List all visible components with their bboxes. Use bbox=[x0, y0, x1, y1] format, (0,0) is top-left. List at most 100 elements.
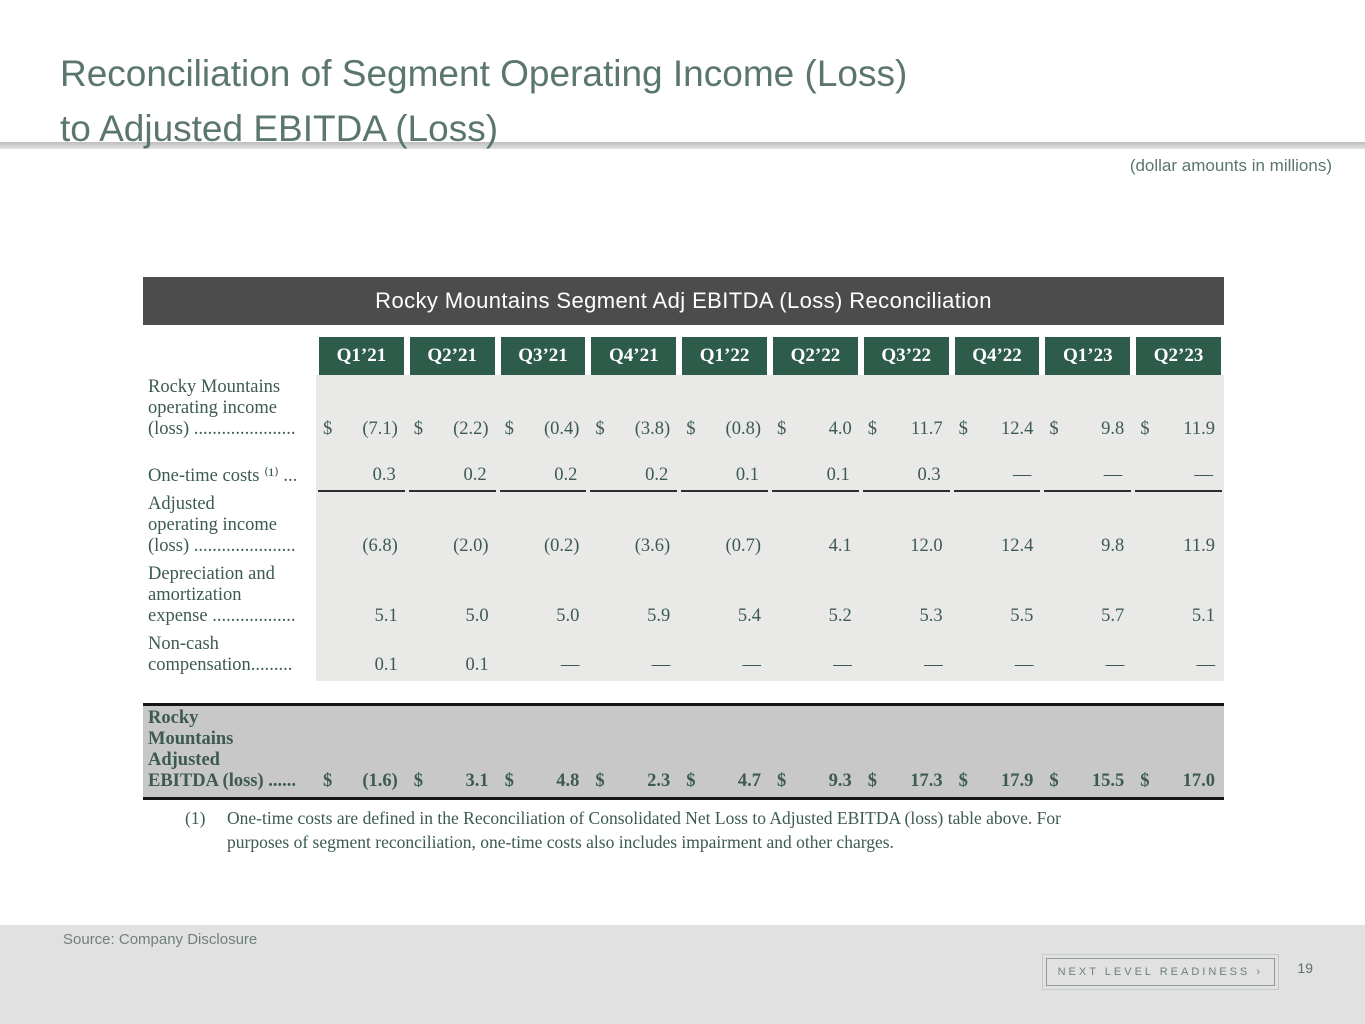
cell-value: $ (3.8) bbox=[595, 419, 671, 439]
column-header: Q4’21 bbox=[591, 337, 677, 375]
column-header: Q1’22 bbox=[682, 337, 767, 375]
cell-value: 5.0 bbox=[556, 606, 580, 626]
cell-value: — bbox=[1135, 465, 1222, 492]
dollar-sign: $ bbox=[1049, 419, 1059, 439]
dollar-sign: $ bbox=[777, 419, 787, 439]
cell-value: 4.1 bbox=[828, 536, 852, 556]
column-header: Q4’22 bbox=[954, 337, 1040, 375]
row-label: Non-cash compensation......... bbox=[148, 634, 293, 675]
cell-value: 0.2 bbox=[590, 465, 678, 492]
cell-value: $17.9 bbox=[958, 771, 1034, 791]
row-label: Depreciation and amortization expense ....… bbox=[148, 564, 296, 626]
footnote-marker: (1) bbox=[185, 808, 206, 828]
cell-value: 5.3 bbox=[919, 606, 943, 626]
dollar-sign: $ bbox=[1140, 771, 1150, 791]
cell-value: $ (0.8) bbox=[686, 419, 761, 439]
cell-value: (0.2) bbox=[543, 536, 580, 556]
dollar-sign: $ bbox=[504, 419, 514, 439]
dollar-sign: $ bbox=[323, 419, 333, 439]
dollar-sign: $ bbox=[958, 419, 968, 439]
cell-value: 5.1 bbox=[1191, 606, 1215, 626]
row-label: Adjusted operating income (loss) .........… bbox=[148, 494, 296, 556]
dollar-sign: $ bbox=[1140, 419, 1150, 439]
cell-value: — bbox=[1196, 655, 1216, 675]
table-row: Rocky Mountains operating income (loss) ..… bbox=[143, 375, 1224, 445]
column-header: Q3’22 bbox=[863, 337, 949, 375]
cell-value: 0.1 bbox=[465, 655, 489, 675]
cell-value: (2.0) bbox=[453, 536, 489, 556]
cell-value: $11.7 bbox=[867, 419, 943, 439]
dollar-sign: $ bbox=[686, 419, 696, 439]
cell-value: — bbox=[560, 655, 580, 675]
dollar-sign: $ bbox=[1049, 771, 1059, 791]
cell-value: — bbox=[833, 655, 852, 675]
cell-value: $12.4 bbox=[958, 419, 1034, 439]
cell-value: 12.0 bbox=[910, 536, 943, 556]
cell-value: 5.0 bbox=[465, 606, 489, 626]
dollar-sign: $ bbox=[595, 771, 605, 791]
column-header: Q2’23 bbox=[1136, 337, 1221, 375]
cell-value: $ (2.2) bbox=[413, 419, 489, 439]
dollar-sign: $ bbox=[686, 771, 696, 791]
cell-value: $11.9 bbox=[1140, 419, 1215, 439]
table-row: One-time costs ⁽¹⁾ ... 0.3 0.2 0.2 0.2 0.1 0.1… bbox=[143, 445, 1224, 492]
cell-value: (3.6) bbox=[634, 536, 671, 556]
dollar-sign: $ bbox=[595, 419, 605, 439]
source-note: Source: Company Disclosure bbox=[63, 931, 258, 948]
cell-value: 0.1 bbox=[772, 465, 859, 492]
dollar-sign: $ bbox=[867, 771, 878, 791]
row-label: Rocky Mountains Adjusted EBITDA (loss) ....… bbox=[148, 708, 297, 791]
column-header: Q1’23 bbox=[1045, 337, 1131, 375]
row-label: Rocky Mountains operating income (loss) ..… bbox=[148, 377, 296, 439]
dollar-sign: $ bbox=[777, 771, 787, 791]
column-header: Q3’21 bbox=[500, 337, 586, 375]
cell-value: $9.3 bbox=[777, 771, 852, 791]
column-header-row: Q1’21 Q2’21 Q3’21 Q4’21 Q1’22 Q2’22 Q3’22 Q4’22… bbox=[143, 337, 1224, 375]
cell-value: (6.8) bbox=[362, 536, 398, 556]
reconciliation-table: Rocky Mountains Segment Adj EBITDA (Loss… bbox=[143, 277, 1224, 854]
cell-value: — bbox=[1105, 655, 1125, 675]
page-title-line1: Reconciliation of Segment Operating Inco… bbox=[60, 53, 908, 94]
cell-value: $ (1.6) bbox=[323, 771, 398, 791]
cell-value: 0.1 bbox=[374, 655, 398, 675]
cell-value: 12.4 bbox=[1001, 536, 1034, 556]
units-note: (dollar amounts in millions) bbox=[1129, 156, 1332, 175]
column-header: Q2’22 bbox=[773, 337, 858, 375]
cell-value: $2.3 bbox=[595, 771, 671, 791]
cell-value: $ (7.1) bbox=[323, 419, 398, 439]
table-body: Rocky Mountains operating income (loss) ..… bbox=[143, 375, 1224, 681]
footnote-text: One-time costs are defined in the Reconc… bbox=[227, 808, 1061, 852]
cell-value: 5.7 bbox=[1101, 606, 1125, 626]
table-row: Non-cash compensation......... 0.1 0.1 — — — — —… bbox=[143, 632, 1224, 681]
page-title-line2: to Adjusted EBITDA (Loss) bbox=[60, 108, 499, 149]
cell-value: $17.0 bbox=[1140, 771, 1215, 791]
page-title: Reconciliation of Segment Operating Inco… bbox=[60, 46, 907, 156]
cell-value: $17.3 bbox=[867, 771, 943, 791]
cell-value: 0.3 bbox=[318, 465, 405, 492]
cell-value: 5.4 bbox=[737, 606, 761, 626]
cell-value: — bbox=[953, 465, 1041, 492]
cell-value: $4.7 bbox=[686, 771, 761, 791]
cell-value: $9.8 bbox=[1049, 419, 1125, 439]
total-row: Rocky Mountains Adjusted EBITDA (loss) ....… bbox=[143, 703, 1224, 800]
table-row: Adjusted operating income (loss) .........… bbox=[143, 492, 1224, 562]
footer: Source: Company Disclosure NEXT LEVEL RE… bbox=[0, 925, 1365, 1024]
cell-value: $15.5 bbox=[1049, 771, 1125, 791]
cell-value: — bbox=[742, 655, 762, 675]
cell-value: $4.0 bbox=[777, 419, 852, 439]
table-title: Rocky Mountains Segment Adj EBITDA (Loss… bbox=[143, 277, 1224, 325]
table-row: Depreciation and amortization expense ....… bbox=[143, 562, 1224, 632]
dollar-sign: $ bbox=[958, 771, 968, 791]
cell-value: 5.2 bbox=[828, 606, 852, 626]
cell-value: — bbox=[924, 655, 943, 675]
cell-value: $ (0.4) bbox=[504, 419, 580, 439]
cell-value: 11.9 bbox=[1183, 536, 1215, 556]
cell-value: 5.1 bbox=[374, 606, 398, 626]
cell-value: (0.7) bbox=[725, 536, 761, 556]
cell-value: $3.1 bbox=[413, 771, 489, 791]
dollar-sign: $ bbox=[867, 419, 878, 439]
cell-value: — bbox=[1044, 465, 1132, 492]
page-number: 19 bbox=[1297, 960, 1313, 976]
dollar-sign: $ bbox=[413, 771, 424, 791]
dollar-sign: $ bbox=[413, 419, 424, 439]
